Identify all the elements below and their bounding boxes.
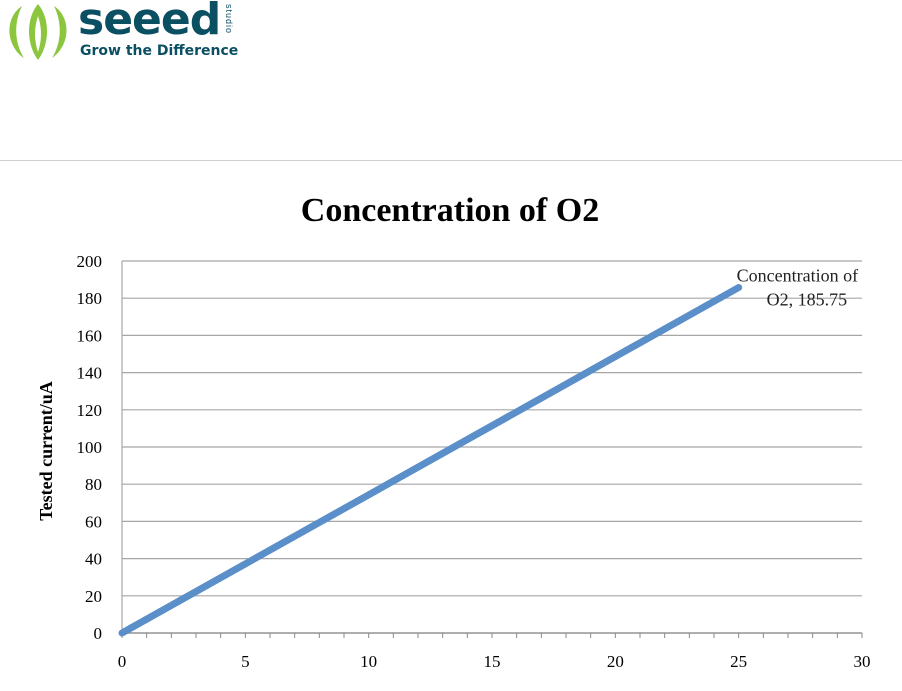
- y-axis-label: Tested current/uA: [36, 381, 56, 521]
- leaf-icon: [9, 4, 67, 60]
- series-line: [118, 284, 743, 637]
- logo-studio: studio: [224, 4, 234, 35]
- logo-wordmark: seeed: [78, 0, 221, 45]
- logo-tagline: Grow the Difference: [80, 43, 239, 59]
- x-tick-label: 20: [607, 652, 624, 671]
- x-tick-label: 0: [118, 652, 127, 671]
- seeed-logo: seeed studio Grow the Difference: [0, 0, 260, 64]
- y-tick-label: 140: [77, 364, 103, 383]
- y-tick-label: 180: [77, 289, 103, 308]
- data-label-line1: Concentration of: [737, 266, 858, 286]
- y-tick-label: 20: [85, 587, 102, 606]
- y-tick-label: 40: [85, 550, 102, 569]
- y-tick-label: 100: [77, 438, 103, 457]
- data-label-line2: O2, 185.75: [767, 290, 848, 310]
- x-tick-label: 5: [241, 652, 250, 671]
- line-chart: Concentration of O2 Tested current/uA 0 2…: [36, 192, 871, 671]
- y-tick-label: 200: [77, 252, 103, 271]
- chart-container: Concentration of O2 Tested current/uA 0 2…: [0, 160, 902, 686]
- y-tick-label: 80: [85, 475, 102, 494]
- y-tick-label: 120: [77, 401, 103, 420]
- y-tick-label: 60: [85, 512, 102, 531]
- y-tick-label: 160: [77, 326, 103, 345]
- y-tick-label: 0: [94, 624, 103, 643]
- x-tick-label: 10: [360, 652, 377, 671]
- x-tick-label: 15: [484, 652, 501, 671]
- x-tick-label: 30: [854, 652, 871, 671]
- x-tick-label: 25: [730, 652, 747, 671]
- chart-title: Concentration of O2: [301, 192, 599, 229]
